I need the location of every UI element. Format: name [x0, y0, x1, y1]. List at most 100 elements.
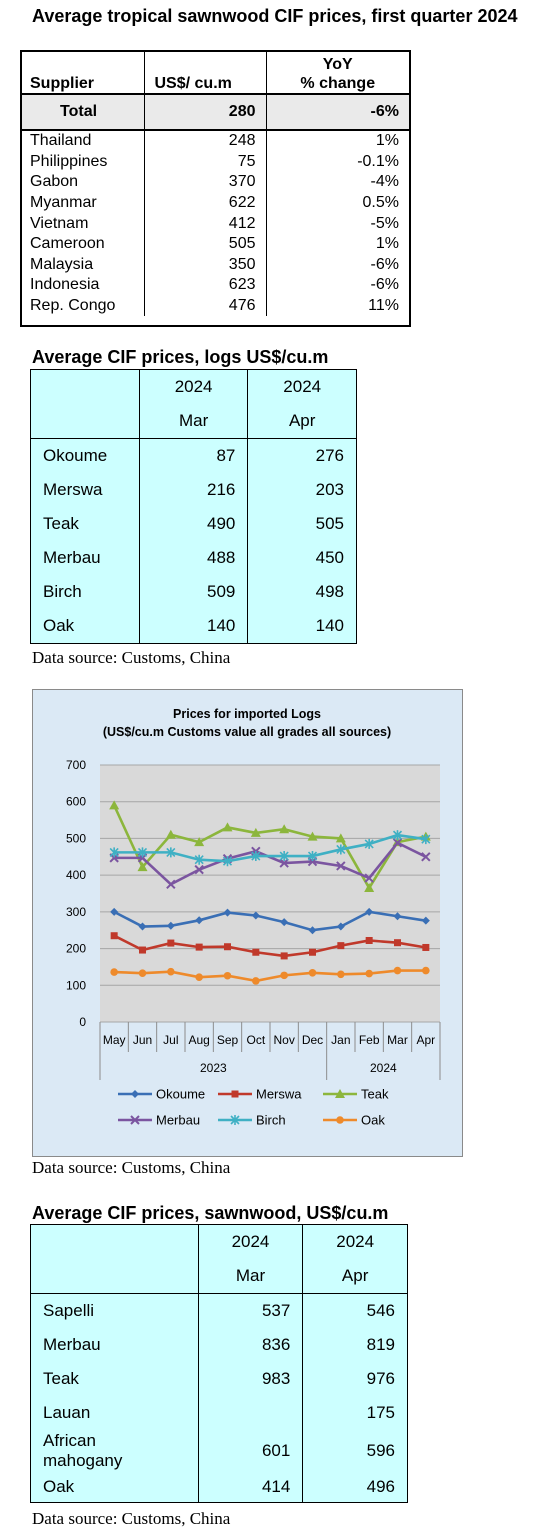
plot-area [100, 765, 440, 1022]
data-point-birch [251, 851, 261, 862]
table-row: Vietnam 412 -5% [20, 213, 409, 234]
legend-label-birch: Birch [256, 1113, 286, 1128]
mar-price-cell: 509 [138, 575, 249, 609]
data-point-birch [222, 856, 233, 867]
y-tick-label: 700 [66, 758, 86, 772]
data-point-teak [307, 831, 318, 841]
logs-table-title: Average CIF prices, logs US$/cu.m [32, 347, 329, 367]
data-point-okoume [421, 916, 430, 925]
supplier-cell: Indonesia [30, 276, 100, 294]
species-cell: Merbau [30, 541, 140, 575]
x-tick-label: Feb [359, 1033, 380, 1047]
chart-source: Data source: Customs, China [32, 1158, 231, 1177]
yoy-cell: 0.5% [265, 192, 409, 214]
data-point-oak [167, 967, 175, 976]
species-cell: Birch [30, 575, 140, 609]
column-header-month-mar: Mar [138, 404, 249, 439]
table-row: Thailand 248 1% [20, 130, 409, 152]
yoy-cell: -6% [265, 275, 409, 296]
data-point-oak [337, 970, 345, 979]
total-label: Total [20, 94, 144, 131]
table-row: Cameroon 505 1% [20, 233, 409, 255]
price-cell: 412 [143, 213, 266, 234]
data-point-merbau [279, 858, 289, 868]
chart-title: Prices for imported Logs [173, 707, 321, 721]
data-point-oak [138, 969, 147, 977]
y-tick-label: 400 [66, 868, 86, 882]
data-point-okoume [110, 907, 119, 916]
header-empty-cell [30, 1259, 199, 1294]
table-header-row: Supplier US$/ cu.m YoY % change [20, 50, 409, 95]
y-tick-label: 0 [79, 1015, 86, 1029]
mar-price-cell: 983 [197, 1362, 304, 1396]
price-cell: 505 [143, 233, 266, 255]
year-group-label: 2023 [200, 1061, 227, 1075]
data-point-okoume [365, 907, 374, 916]
mar-price-cell: 414 [197, 1472, 304, 1503]
data-point-merbau [392, 838, 403, 848]
sawnwood-quarter-table: Supplier US$/ cu.m YoY % change Total 28… [20, 50, 409, 317]
total-row: Total 280 -6% [20, 94, 409, 131]
data-point-oak [308, 969, 317, 977]
table-header-row: 2024 2024 [30, 369, 357, 404]
x-tick-label: May [103, 1033, 126, 1047]
data-point-teak [335, 833, 346, 843]
data-point-okoume [166, 921, 175, 930]
supplier-cell: Vietnam [30, 214, 89, 232]
table-row: Merbau 836 819 [30, 1328, 408, 1362]
yoy-cell: -0.1% [265, 151, 409, 173]
data-point-merswa [252, 948, 260, 956]
data-point-teak [109, 800, 120, 810]
x-tick-label: Nov [273, 1033, 294, 1047]
header-empty-cell [30, 1224, 199, 1259]
mar-price-cell: 537 [197, 1293, 304, 1328]
data-point-birch [364, 838, 374, 849]
price-cell: 623 [143, 275, 266, 296]
data-point-birch [137, 847, 148, 858]
table-row: Indonesia 623 -6% [20, 275, 409, 296]
data-point-okoume [223, 908, 232, 917]
apr-price-cell: 596 [302, 1430, 408, 1472]
supplier-cell: Philippines [30, 152, 108, 170]
legend-marker-merbau [130, 1115, 140, 1125]
species-cell: Oak [30, 1472, 199, 1503]
price-cell: 350 [143, 254, 266, 276]
yoy-cell: -4% [265, 172, 409, 193]
apr-price-cell: 546 [302, 1293, 408, 1328]
data-point-okoume [251, 911, 260, 920]
y-tick-label: 500 [66, 831, 86, 845]
legend-marker-oak [336, 1116, 344, 1124]
yoy-cell: 11% [265, 295, 409, 317]
table-header-row: 2024 2024 [30, 1224, 408, 1259]
table-row: Teak 490 505 [30, 507, 357, 541]
supplier-cell: Cameroon [30, 235, 105, 253]
table-row: Oak 414 496 [30, 1472, 408, 1503]
sawn-table-source: Data source: Customs, China [32, 1509, 231, 1528]
x-tick-label: Dec [302, 1033, 323, 1047]
header-empty-cell [30, 369, 140, 404]
x-tick-label: Sep [217, 1033, 239, 1047]
logs-table-source: Data source: Customs, China [32, 648, 231, 667]
table-row: African mahogany 601 596 [30, 1430, 408, 1472]
legend-label-merbau: Merbau [156, 1113, 200, 1128]
data-point-birch [166, 847, 176, 858]
table-row: Philippines 75 -0.1% [20, 151, 409, 173]
data-point-merswa [110, 932, 118, 940]
data-point-okoume [393, 912, 402, 921]
data-point-okoume [138, 922, 147, 931]
column-header-year-apr: 2024 [247, 369, 357, 404]
data-point-teak [194, 837, 205, 847]
data-point-merswa [394, 939, 401, 947]
chart-subtitle: (US$/cu.m Customs value all grades all s… [103, 725, 391, 739]
legend-label-teak: Teak [361, 1087, 389, 1102]
logs-price-table: 2024 2024 Mar Apr Okoume 87 276 Merswa 2… [30, 369, 357, 644]
legend-marker-birch [230, 1115, 240, 1125]
x-tick-label: Jun [133, 1033, 152, 1047]
data-point-merbau [166, 879, 176, 890]
data-point-merswa [422, 943, 430, 951]
data-point-oak [422, 966, 430, 975]
apr-price-cell: 203 [247, 473, 357, 507]
sawn-table-title: Average CIF prices, sawnwood, US$/cu.m [32, 1203, 389, 1223]
data-point-birch [109, 847, 119, 858]
sawnwood-quarter-title: Average tropical sawnwood CIF prices, fi… [32, 6, 518, 26]
